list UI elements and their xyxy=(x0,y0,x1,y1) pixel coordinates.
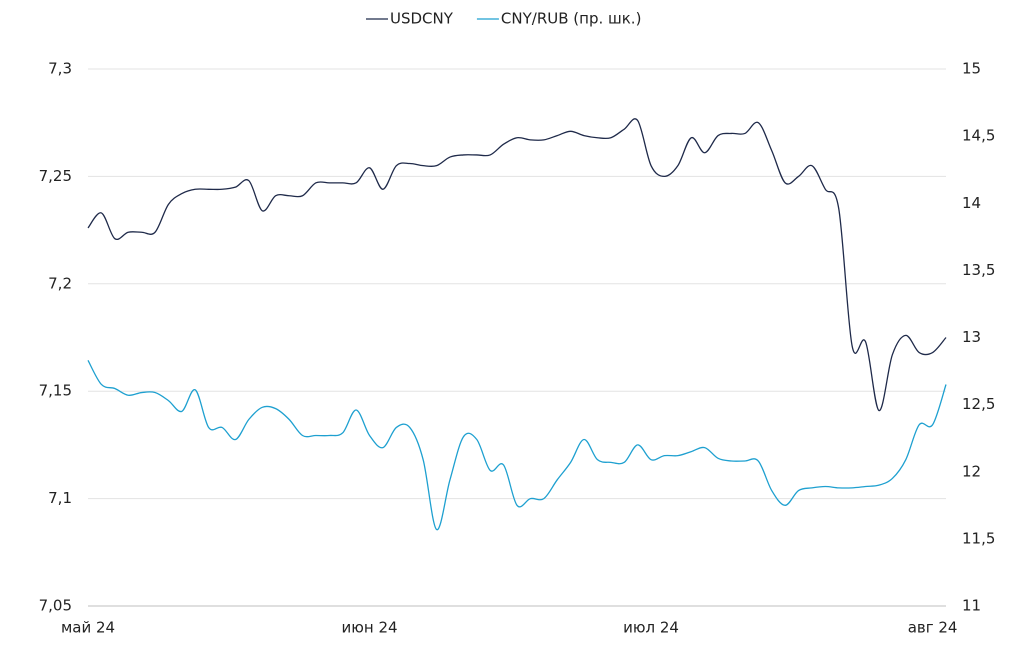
y2-tick-label: 12 xyxy=(962,462,981,480)
y2-tick-label: 14,5 xyxy=(962,127,995,145)
line-series xyxy=(87,360,947,531)
y2-tick-label: 12,5 xyxy=(962,395,995,413)
x-tick-label: май 24 xyxy=(61,619,115,637)
y-tick-label: 7,25 xyxy=(39,167,72,185)
y2-tick-label: 13 xyxy=(962,328,981,346)
line-series xyxy=(87,118,947,412)
y2-tick-label: 11 xyxy=(962,597,981,615)
legend-label: USDCNY xyxy=(390,10,454,28)
y-tick-label: 7,1 xyxy=(48,489,72,507)
legend-label: CNY/RUB (пр. шк.) xyxy=(501,10,642,28)
x-tick-label: июн 24 xyxy=(342,619,398,637)
y2-tick-label: 15 xyxy=(962,60,981,78)
y2-tick-label: 14 xyxy=(962,194,981,212)
y-tick-label: 7,05 xyxy=(39,597,72,615)
y-tick-label: 7,3 xyxy=(48,60,72,78)
y-tick-label: 7,15 xyxy=(39,382,72,400)
y-tick-label: 7,2 xyxy=(48,274,72,292)
y2-tick-label: 11,5 xyxy=(962,529,995,547)
x-tick-label: июл 24 xyxy=(623,619,679,637)
x-tick-label: авг 24 xyxy=(908,619,958,637)
y2-tick-label: 13,5 xyxy=(962,261,995,279)
